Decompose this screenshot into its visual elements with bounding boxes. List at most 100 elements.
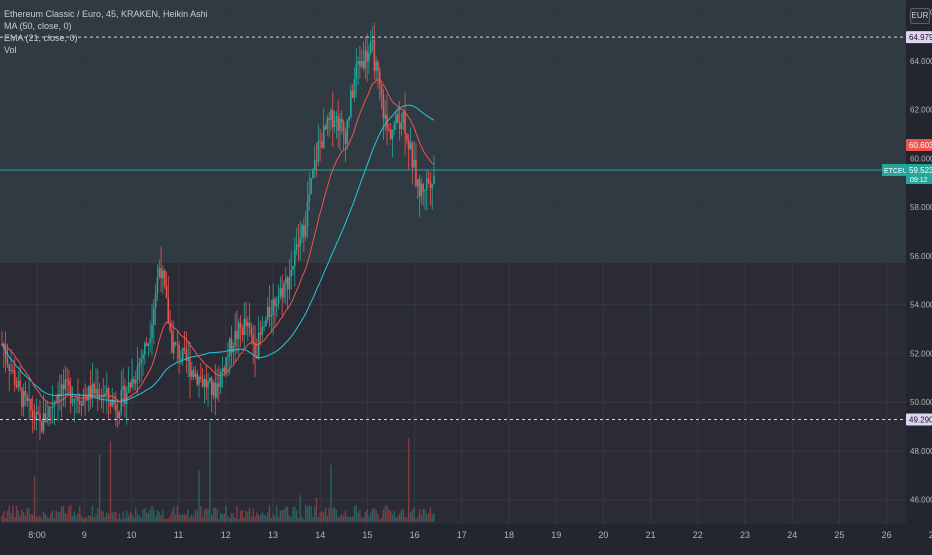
candle-body [357,61,359,64]
candle-body [218,383,220,388]
legend-ema[interactable]: EMA (21, close, 0) [4,33,78,43]
volume-bar [420,514,423,522]
volume-bar [404,516,406,522]
candle-body [259,332,262,335]
volume-bar [89,515,92,522]
candle-body [80,404,83,406]
volume-bar [82,518,85,522]
x-tick-label: 13 [268,530,278,540]
candle-body [286,277,289,290]
volume-bar [19,515,21,522]
volume-bar [4,517,7,522]
candle-body [382,94,385,119]
volume-bar [353,505,356,522]
volume-bar [409,512,412,522]
candle-body [407,140,410,150]
volume-bar [24,515,27,522]
candle-body [176,343,179,346]
candle-body [368,52,370,62]
volume-bar [118,512,121,522]
candle-body [64,379,67,390]
candle-body [416,179,419,187]
candle-body [147,343,150,346]
volume-bar [160,515,162,522]
low-price-label-bg[interactable] [906,413,932,426]
candle-body [163,270,166,286]
candle-body [400,122,403,130]
legend-ma[interactable]: MA (50, close, 0) [4,21,72,31]
candle-body [136,366,139,380]
candle-body [225,357,227,373]
volume-bar [256,512,258,522]
candle-body [154,293,157,308]
candle-body [342,122,345,132]
currency-button[interactable]: EUR [910,8,930,24]
candle-body [100,395,103,397]
candle-body [185,349,188,361]
last-red-label-bg[interactable] [906,139,932,152]
volume-bar [191,513,193,522]
volume-bar [79,506,81,522]
volume-bar [359,509,361,522]
price-axis[interactable] [906,0,932,550]
volume-bar [384,506,386,522]
volume-bar [162,510,164,522]
candle-body [247,322,249,327]
candle-body [322,126,325,148]
time-axis[interactable] [0,524,906,550]
candle-body [261,326,264,335]
candle-body [6,358,9,365]
candle-body [26,396,29,402]
volume-bar [433,513,435,522]
volume-bar [281,510,283,522]
candle-body [303,225,305,237]
symbol-tag-bg[interactable] [882,164,906,177]
volume-bar [395,516,397,522]
high-price-label-bg[interactable] [906,31,932,44]
candle-body [339,118,341,131]
volume-bar [310,505,312,522]
legend-vol[interactable]: Vol [4,45,17,55]
candle-body [190,370,193,377]
volume-bar [317,516,320,522]
candle-body [31,410,34,417]
volume-bar [41,518,43,522]
volume-bar [32,514,34,522]
candle-body [433,175,435,185]
candle-body [245,319,247,327]
candle-body [326,117,329,130]
candle-body [73,398,76,402]
candle-body [388,128,390,130]
volume-bar [39,515,41,522]
candle-body [127,382,130,393]
candle-body [409,142,412,150]
volume-bar [288,515,291,522]
volume-bar [158,511,160,522]
candle-body [60,384,63,396]
volume-bar [126,510,128,522]
volume-bar [135,507,137,522]
volume-bar [415,518,417,522]
volume-bar [270,518,273,522]
last-teal-label-bg[interactable] [906,164,932,185]
volume-bar [60,506,63,522]
candle-body [71,401,74,403]
volume-bar [84,517,86,522]
candle-body [124,385,126,404]
volume-bar [176,505,179,522]
candle-body [158,267,161,278]
legend-symbol[interactable]: Ethereum Classic / Euro, 45, KRAKEN, Hei… [4,9,208,19]
last-red-label: 60.603 [909,141,932,150]
candle-body [129,382,132,387]
candle-body [91,383,94,399]
candle-body [55,401,58,403]
candle-body [272,298,274,315]
candle-body [331,110,334,128]
volume-bar [180,514,182,522]
volume-bar [200,506,202,522]
volume-bar [95,514,97,522]
volume-bar [406,516,408,522]
candle-body [44,413,47,422]
